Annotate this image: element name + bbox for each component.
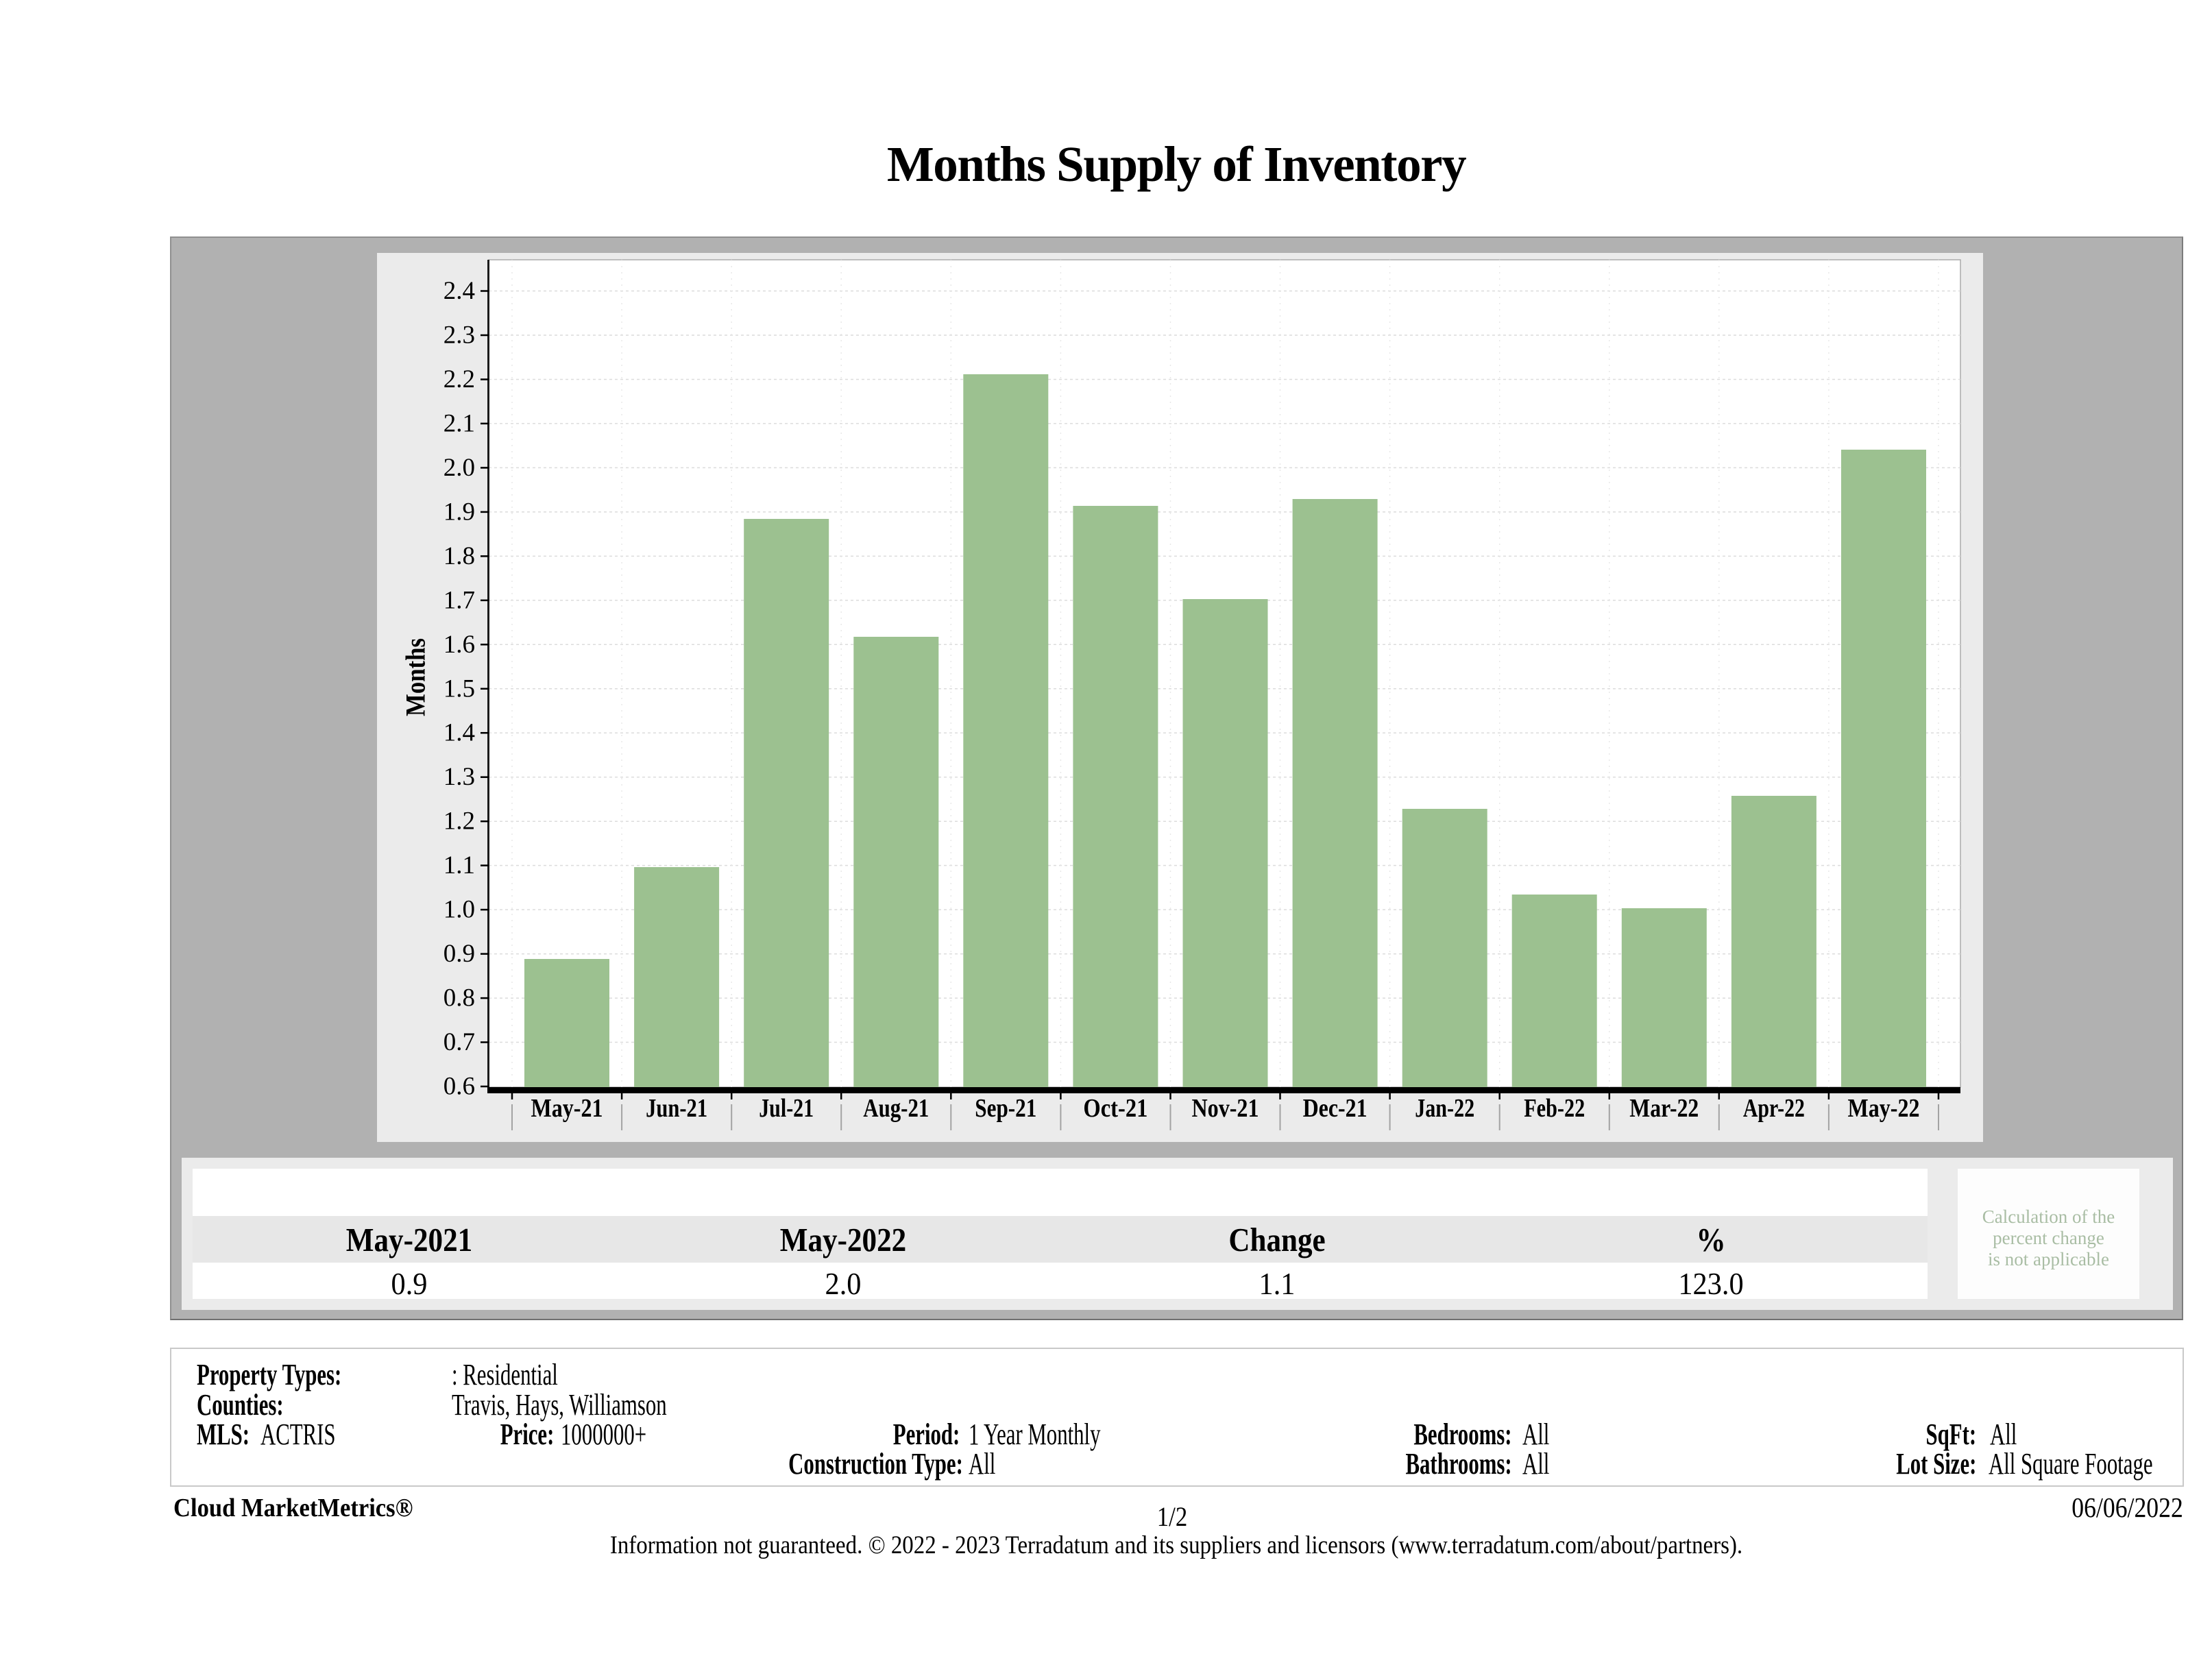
svg-text:0.9: 0.9 [443, 940, 475, 968]
svg-text:Oct-21: Oct-21 [1083, 1094, 1147, 1123]
svg-text:Jul-21: Jul-21 [759, 1094, 814, 1123]
svg-text:May-22: May-22 [1848, 1094, 1920, 1123]
svg-text:Dec-21: Dec-21 [1303, 1094, 1368, 1123]
svg-text:1.0: 1.0 [443, 896, 475, 924]
svg-text:Sep-21: Sep-21 [975, 1094, 1036, 1123]
svg-text:1.3: 1.3 [443, 763, 475, 791]
svg-text:1.1: 1.1 [443, 851, 475, 879]
svg-text:2.2: 2.2 [443, 365, 475, 393]
svg-text:2.0: 2.0 [443, 454, 475, 482]
svg-text:0.6: 0.6 [443, 1073, 475, 1101]
svg-text:Nov-21: Nov-21 [1192, 1094, 1259, 1123]
svg-text:0.8: 0.8 [443, 984, 475, 1012]
svg-text:1.6: 1.6 [443, 631, 475, 659]
svg-text:Jun-21: Jun-21 [646, 1094, 707, 1123]
svg-text:1.8: 1.8 [443, 542, 475, 570]
svg-text:Jan-22: Jan-22 [1415, 1094, 1474, 1123]
svg-text:1.9: 1.9 [443, 498, 475, 526]
svg-text:2.3: 2.3 [443, 321, 475, 350]
svg-text:2.4: 2.4 [443, 277, 475, 305]
svg-text:Mar-22: Mar-22 [1629, 1094, 1699, 1123]
svg-text:Aug-21: Aug-21 [863, 1094, 929, 1123]
svg-text:Months: Months [400, 638, 431, 716]
svg-text:1.2: 1.2 [443, 807, 475, 836]
svg-text:1.5: 1.5 [443, 674, 475, 703]
svg-text:1.4: 1.4 [443, 719, 475, 747]
svg-text:Apr-22: Apr-22 [1743, 1094, 1805, 1123]
svg-text:1.7: 1.7 [443, 586, 475, 614]
svg-text:Feb-22: Feb-22 [1524, 1094, 1585, 1123]
svg-text:2.1: 2.1 [443, 409, 475, 437]
svg-text:May-21: May-21 [531, 1094, 603, 1123]
svg-text:0.7: 0.7 [443, 1028, 475, 1056]
